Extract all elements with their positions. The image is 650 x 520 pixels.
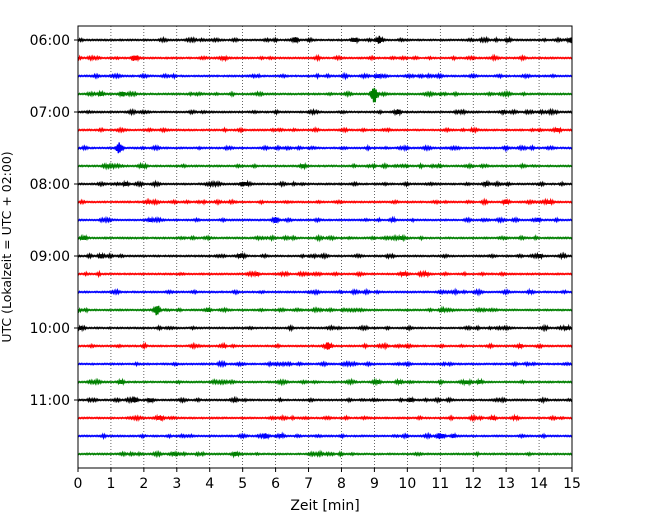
x-tick-label: 2 [139,476,148,492]
trace-10:15 [78,341,572,351]
trace-group [78,35,572,459]
trace-10:45 [78,377,572,387]
y-tick-label: 10:00 [30,321,70,337]
y-axis-ticks: 06:00 07:00 08:00 09:00 10:00 11:00 [30,33,78,409]
x-tick-label: 8 [337,476,346,492]
x-tick-label: 10 [398,476,416,492]
x-tick-label: 11 [431,476,449,492]
trace-06:15 [78,53,572,63]
trace-09:30 [78,287,572,297]
x-tick-label: 5 [238,476,247,492]
trace-07:30 [78,142,572,154]
trace-08:30 [78,215,572,225]
x-tick-label: 3 [172,476,181,492]
trace-09:45 [78,305,572,316]
trace-07:15 [78,126,572,135]
x-axis-label: Zeit [min] [290,498,359,514]
x-tick-label: 4 [205,476,214,492]
y-tick-label: 07:00 [30,105,70,121]
trace-06:00 [78,35,572,45]
y-tick-label: 06:00 [30,33,70,49]
trace-09:15 [78,269,572,279]
trace-11:00 [78,395,572,405]
y-axis-label: UTC (Lokalzeit = UTC + 02:00) [0,151,14,342]
x-axis-ticks: 0 1 2 3 4 5 6 7 8 9 10 11 12 13 14 15 [74,468,581,492]
x-tick-label: 0 [74,476,83,492]
trace-06:45 [78,87,572,103]
y-tick-label: 11:00 [30,393,70,409]
y-tick-label: 08:00 [30,177,70,193]
trace-09:00 [78,251,572,261]
trace-10:00 [78,323,572,333]
x-tick-label: 15 [563,476,581,492]
trace-08:15 [78,197,572,207]
plot-frame [77,25,573,469]
x-tick-label: 14 [530,476,548,492]
trace-11:30 [78,431,572,441]
trace-11:45 [78,449,572,459]
trace-08:00 [78,179,572,189]
x-tick-label: 7 [304,476,313,492]
vertical-gridlines [110,26,540,468]
x-tick-label: 6 [271,476,280,492]
trace-10:30 [78,359,572,369]
trace-11:15 [78,413,572,423]
x-tick-label: 13 [497,476,515,492]
y-tick-label: 09:00 [30,249,70,265]
x-tick-label: 12 [464,476,482,492]
x-tick-label: 9 [370,476,379,492]
trace-08:45 [78,233,572,243]
trace-06:30 [78,71,572,81]
x-tick-label: 1 [106,476,115,492]
trace-07:00 [78,107,572,117]
trace-07:45 [78,161,572,171]
